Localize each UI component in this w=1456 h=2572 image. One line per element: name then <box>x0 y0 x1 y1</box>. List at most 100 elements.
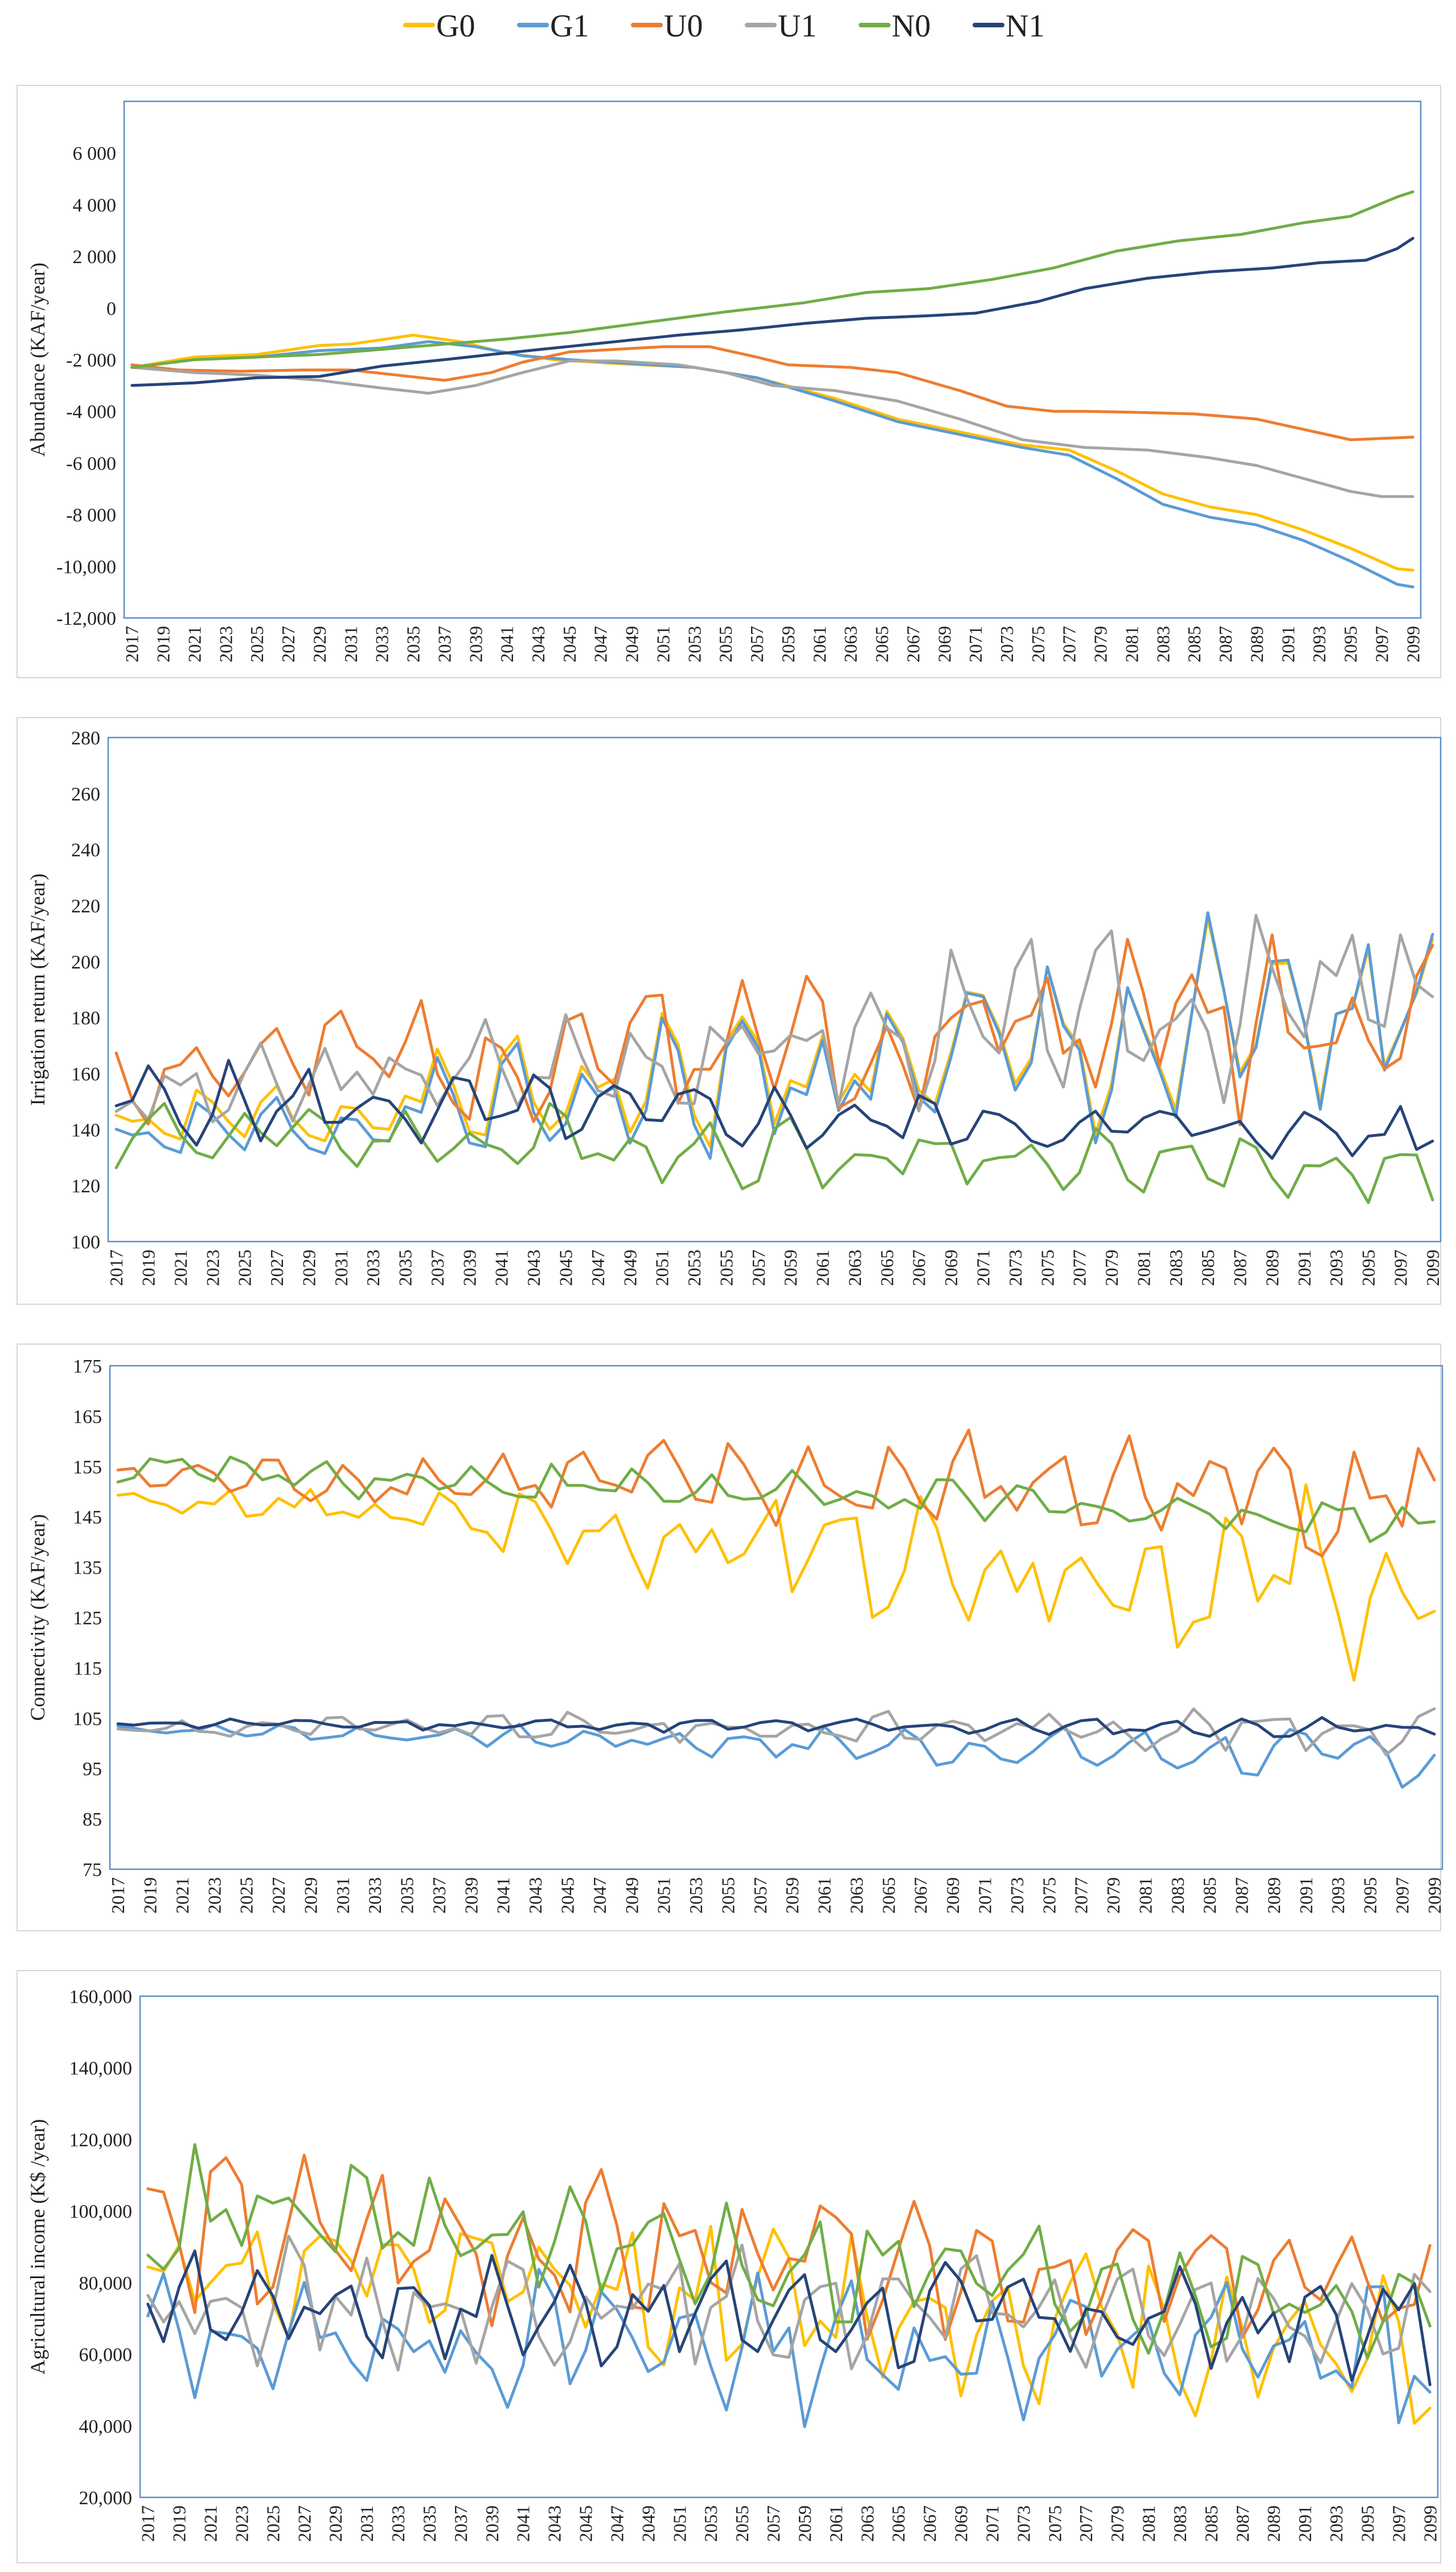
x-tick-label: 2071 <box>982 2505 1002 2542</box>
x-tick-label: 2087 <box>1230 1250 1250 1286</box>
x-tick-label: 2025 <box>235 1250 255 1286</box>
x-tick-label: 2071 <box>975 1877 995 1914</box>
x-tick-label: 2065 <box>888 2505 909 2542</box>
x-tick-label: 2019 <box>138 1250 158 1286</box>
x-tick-label: 2063 <box>846 1877 867 1914</box>
x-tick-label: 2091 <box>1294 1250 1314 1286</box>
x-tick-label: 2075 <box>1044 2505 1065 2542</box>
x-tick-label: 2093 <box>1328 1877 1348 1914</box>
x-tick-label: 2031 <box>356 2505 377 2542</box>
x-tick-label: 2089 <box>1262 1250 1282 1286</box>
x-tick-label: 2057 <box>748 1250 769 1286</box>
legend-item-g0: G0 <box>403 9 475 44</box>
x-tick-label: 2061 <box>814 1877 835 1914</box>
x-tick-label: 2029 <box>325 2505 346 2542</box>
x-tick-label: 2065 <box>876 1250 897 1286</box>
x-tick-label: 2069 <box>951 2505 971 2542</box>
y-tick-label: 120 <box>71 1176 100 1197</box>
x-tick-label: 2073 <box>1005 1250 1026 1286</box>
x-tick-label: 2079 <box>1090 626 1111 662</box>
chart-frame-abundance <box>17 85 1441 678</box>
y-tick-label: -6 000 <box>66 453 116 474</box>
plot-area-connectivity <box>109 1365 1443 1870</box>
series-line-u0 <box>130 345 1414 441</box>
x-tick-label: 2041 <box>497 626 517 662</box>
series-line-n0 <box>146 2143 1432 2360</box>
x-tick-label: 2059 <box>782 1877 802 1914</box>
x-tick-label: 2023 <box>231 2505 252 2542</box>
plot-area-irrigation <box>107 736 1442 1243</box>
series-line-g1 <box>116 1723 1436 1789</box>
x-tick-label: 2099 <box>1424 1877 1445 1914</box>
x-tick-label: 2051 <box>654 1877 674 1914</box>
x-tick-label: 2041 <box>493 1877 514 1914</box>
x-tick-label: 2039 <box>461 1877 481 1914</box>
legend-label-u0: U0 <box>664 9 703 44</box>
x-tick-label: 2061 <box>813 1250 833 1286</box>
series-line-g1 <box>114 911 1434 1160</box>
y-tick-label: 80,000 <box>79 2273 133 2294</box>
y-axis-abundance: 6 000 4 000 2 000 0 -2 000 -4 000 -6 000 -8 000… <box>56 144 116 629</box>
x-tick-label: 2097 <box>1371 626 1392 662</box>
y-tick-label: 100 <box>71 1232 100 1253</box>
x-tick-label: 2037 <box>450 2505 471 2542</box>
y-axis-title-income: Agricultural income (K$ /year) <box>26 2119 49 2375</box>
x-tick-label: 2023 <box>204 1877 224 1914</box>
y-axis-title-irrigation: Irrigation return (KAF/year) <box>26 874 49 1106</box>
x-tick-label: 2047 <box>606 2505 627 2542</box>
x-tick-label: 2029 <box>298 1250 319 1286</box>
series-line-g0 <box>116 1483 1436 1682</box>
x-tick-label: 2059 <box>794 2505 815 2542</box>
x-tick-label: 2073 <box>1007 1877 1027 1914</box>
x-tick-label: 2069 <box>942 1877 963 1914</box>
x-tick-label: 2073 <box>996 626 1017 662</box>
x-tick-label: 2075 <box>1028 626 1048 662</box>
x-tick-label: 2045 <box>576 2505 596 2542</box>
x-tick-label: 2071 <box>965 626 986 662</box>
x-tick-label: 2051 <box>652 1250 672 1286</box>
x-tick-label: 2055 <box>716 1250 736 1286</box>
x-tick-label: 2033 <box>388 2505 408 2542</box>
y-tick-label: 260 <box>71 784 100 805</box>
x-tick-label: 2059 <box>780 1250 801 1286</box>
x-tick-label: 2095 <box>1357 2505 1377 2542</box>
x-tick-label: 2061 <box>809 626 830 662</box>
x-tick-label: 2097 <box>1391 1250 1411 1286</box>
x-tick-label: 2083 <box>1167 1877 1188 1914</box>
y-tick-label: 0 <box>106 298 116 320</box>
x-tick-label: 2083 <box>1170 2505 1190 2542</box>
x-tick-label: 2083 <box>1166 1250 1186 1286</box>
x-tick-label: 2087 <box>1232 1877 1252 1914</box>
x-tick-label: 2085 <box>1199 1877 1220 1914</box>
x-tick-label: 2089 <box>1246 626 1267 662</box>
y-tick-label: -8 000 <box>66 505 116 526</box>
x-tick-label: 2047 <box>589 1877 610 1914</box>
x-tick-label: 2081 <box>1135 1877 1155 1914</box>
x-tick-label: 2019 <box>140 1877 160 1914</box>
x-tick-label: 2053 <box>684 1250 704 1286</box>
x-tick-label: 2073 <box>1013 2505 1033 2542</box>
y-tick-label: 175 <box>73 1356 102 1377</box>
x-tick-label: 2043 <box>523 1250 544 1286</box>
x-tick-label: 2025 <box>236 1877 257 1914</box>
x-tick-label: 2099 <box>1402 626 1423 662</box>
x-tick-label: 2027 <box>268 1877 289 1914</box>
x-tick-label: 2093 <box>1309 626 1330 662</box>
y-tick-label: 100,000 <box>69 2201 133 2222</box>
x-tick-label: 2019 <box>153 626 174 662</box>
y-axis-income: 160,000 140,000 120,000 100,000 80,000 60,000… <box>69 1987 133 2509</box>
x-tick-label: 2095 <box>1340 626 1361 662</box>
x-tick-label: 2035 <box>419 2505 440 2542</box>
x-tick-label: 2091 <box>1295 2505 1315 2542</box>
plot-area-abundance <box>123 100 1422 619</box>
x-tick-label: 2055 <box>732 2505 752 2542</box>
x-tick-label: 2087 <box>1232 2505 1253 2542</box>
x-tick-label: 2089 <box>1264 1877 1284 1914</box>
x-tick-label: 2095 <box>1358 1250 1379 1286</box>
y-tick-label: 4 000 <box>73 195 117 216</box>
x-tick-label: 2031 <box>331 1250 351 1286</box>
x-tick-label: 2021 <box>172 1877 192 1914</box>
x-tick-label: 2023 <box>215 626 236 662</box>
x-tick-label: 2083 <box>1153 626 1173 662</box>
